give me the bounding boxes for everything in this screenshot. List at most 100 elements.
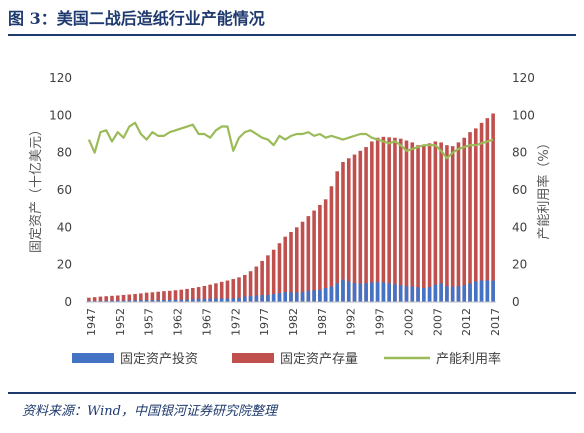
bar-investment-2014 — [473, 281, 478, 302]
bar-investment-1956 — [139, 300, 143, 302]
left-tick-label-80: 80 — [57, 146, 72, 160]
title-divider — [8, 34, 576, 36]
page-title: 图 3：美国二战后造纸行业产能情况 — [8, 9, 265, 28]
bar-investment-1975 — [248, 296, 253, 302]
bar-investment-1987 — [318, 289, 322, 302]
bar-stock-1973 — [237, 277, 241, 302]
right-tick-label-60: 60 — [512, 183, 527, 197]
x-tick-label-1957: 1957 — [143, 308, 156, 336]
bar-investment-1955 — [133, 300, 137, 302]
bar-investment-1976 — [254, 295, 259, 302]
bar-stock-1986 — [312, 210, 316, 302]
utilization-line — [87, 121, 494, 160]
bar-investment-2012 — [462, 285, 467, 302]
bar-stock-2009 — [445, 145, 449, 302]
x-tick-label-1947: 1947 — [85, 308, 98, 336]
bar-stock-2006 — [427, 143, 432, 302]
bar-stock-2012 — [462, 137, 467, 302]
bar-investment-1959 — [156, 300, 160, 302]
bar-stock-1987 — [318, 204, 322, 302]
bar-stock-1960 — [162, 291, 166, 302]
x-tick-label-2017: 2017 — [489, 308, 502, 336]
bar-stock-1994 — [358, 150, 363, 302]
bar-stock-2007 — [433, 141, 438, 302]
footer-divider — [8, 392, 576, 394]
bar-investment-2016 — [485, 280, 490, 302]
bar-stock-1977 — [260, 260, 264, 302]
bar-investment-1983 — [294, 292, 299, 302]
bar-stock-1958 — [150, 292, 155, 302]
legend-swatch-1 — [232, 353, 274, 363]
bar-investment-2006 — [427, 287, 432, 302]
bar-stock-1947 — [87, 297, 91, 302]
bar-investment-1950 — [104, 300, 109, 302]
x-tick-label-1992: 1992 — [345, 308, 358, 336]
bar-stock-1962 — [173, 290, 178, 302]
bar-stock-1952 — [115, 295, 120, 302]
bar-investment-1968 — [208, 298, 212, 302]
bar-stock-1970 — [219, 281, 224, 302]
bar-investment-1993 — [352, 282, 357, 302]
bar-stock-1992 — [346, 158, 351, 302]
bar-investment-1971 — [225, 298, 230, 302]
bar-investment-1997 — [375, 281, 380, 302]
x-tick-label-1962: 1962 — [172, 308, 185, 336]
bar-investment-1994 — [358, 283, 363, 302]
bar-stock-1998 — [381, 136, 386, 302]
bar-investment-1999 — [387, 283, 391, 302]
bar-investment-2013 — [468, 283, 472, 302]
bar-investment-1966 — [196, 298, 201, 302]
right-tick-label-120: 120 — [512, 71, 535, 85]
bar-investment-1952 — [115, 300, 120, 302]
bar-stock-1978 — [266, 255, 270, 302]
bar-stock-1949 — [98, 296, 103, 302]
bar-stock-1966 — [196, 287, 201, 302]
bar-stock-1974 — [243, 274, 247, 302]
bar-stock-2005 — [422, 146, 426, 302]
bar-investment-1991 — [341, 279, 345, 302]
legend-label-1: 固定资产存量 — [280, 352, 358, 367]
bar-stock-1980 — [277, 243, 282, 302]
bar-stock-2004 — [416, 145, 420, 302]
bar-stock-1981 — [283, 236, 288, 302]
legend-label-0: 固定资产投资 — [120, 351, 198, 367]
bar-stock-1956 — [139, 293, 143, 302]
bar-stock-1968 — [208, 284, 212, 302]
title-bar: 图 3：美国二战后造纸行业产能情况 — [0, 0, 584, 30]
bar-investment-1974 — [243, 296, 247, 302]
bar-stock-2002 — [404, 140, 409, 302]
left-tick-label-0: 0 — [64, 295, 72, 309]
legend-label-2: 产能利用率 — [436, 351, 501, 367]
bar-investment-1986 — [312, 290, 316, 302]
bar-stock-2010 — [450, 146, 455, 302]
bar-stock-1976 — [254, 266, 259, 302]
x-tick-label-1972: 1972 — [229, 308, 242, 336]
bar-investment-1990 — [335, 283, 339, 302]
bar-investment-1982 — [289, 292, 293, 302]
bar-investment-2001 — [398, 285, 403, 302]
x-tick-label-2002: 2002 — [402, 308, 415, 336]
bar-investment-2010 — [450, 287, 455, 302]
bar-stock-1971 — [225, 280, 230, 302]
x-tick-label-2007: 2007 — [431, 308, 444, 336]
right-tick-label-100: 100 — [512, 108, 535, 122]
bar-stock-2016 — [485, 118, 490, 302]
bar-investment-1957 — [144, 299, 149, 302]
bar-stock-1996 — [370, 141, 374, 302]
bar-stock-1988 — [323, 199, 328, 302]
bar-stock-1990 — [335, 171, 339, 302]
bars-layer — [87, 113, 495, 302]
bar-investment-1961 — [167, 299, 172, 302]
bar-investment-1972 — [231, 298, 236, 302]
x-tick-label-1982: 1982 — [287, 308, 300, 336]
left-tick-label-100: 100 — [49, 108, 72, 122]
bar-stock-2014 — [473, 128, 478, 302]
bar-investment-1977 — [260, 295, 264, 302]
bar-stock-1954 — [127, 294, 132, 302]
bar-stock-1995 — [364, 147, 368, 302]
bar-investment-2003 — [410, 286, 415, 302]
bar-investment-2008 — [439, 283, 443, 302]
bar-stock-2015 — [479, 122, 484, 302]
bar-stock-1967 — [202, 285, 207, 302]
bar-stock-1948 — [92, 297, 97, 302]
